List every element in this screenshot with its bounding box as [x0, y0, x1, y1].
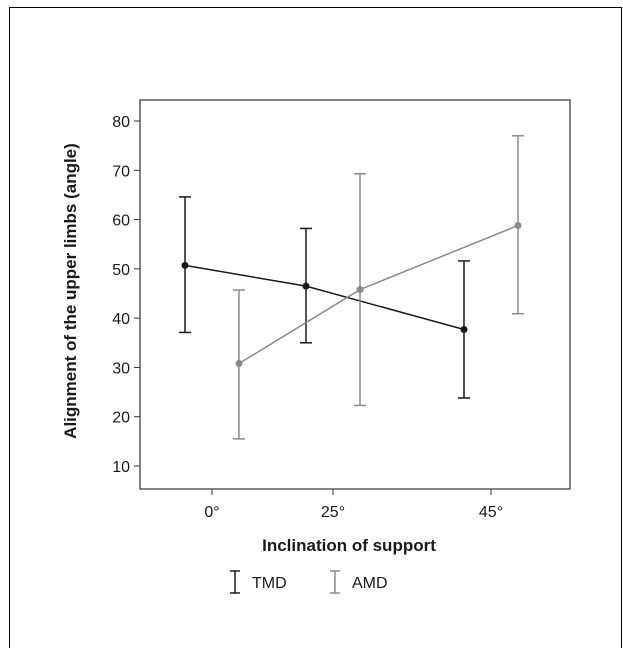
legend-label: AMD	[352, 575, 388, 592]
y-tick-label: 70	[112, 163, 130, 180]
data-point-tmd	[181, 261, 189, 269]
y-tick-label: 30	[112, 360, 130, 377]
y-tick-label: 40	[112, 311, 130, 328]
series-line-amd	[238, 224, 519, 365]
series-line-tmd	[184, 264, 465, 331]
x-tick-label: 45°	[479, 504, 503, 521]
x-axis: 0° 25° 45°	[204, 489, 503, 521]
y-axis: 10 20 30 40 50 60 70 80	[112, 114, 140, 476]
plot-area	[139, 99, 571, 490]
legend-item-amd: AMD	[330, 570, 388, 594]
y-tick-label: 50	[112, 262, 130, 279]
y-tick-label: 10	[112, 459, 130, 476]
data-point-amd	[356, 286, 364, 294]
y-tick-label: 80	[112, 114, 130, 131]
legend-item-tmd: TMD	[230, 570, 287, 594]
legend: TMD AMD	[230, 570, 388, 594]
series-layer	[179, 135, 524, 440]
y-tick-label: 20	[112, 410, 130, 427]
x-tick-label: 25°	[321, 504, 345, 521]
x-tick-label: 0°	[204, 504, 219, 521]
data-point-tmd	[460, 325, 468, 333]
x-axis-title: Inclination of support	[262, 536, 436, 555]
data-point-amd	[235, 359, 243, 367]
data-point-tmd	[302, 282, 310, 290]
data-point-amd	[514, 221, 522, 229]
figure-frame	[9, 7, 622, 648]
y-tick-label: 60	[112, 213, 130, 230]
legend-label: TMD	[252, 575, 287, 592]
y-axis-title: Alignment of the upper limbs (angle)	[61, 143, 80, 439]
